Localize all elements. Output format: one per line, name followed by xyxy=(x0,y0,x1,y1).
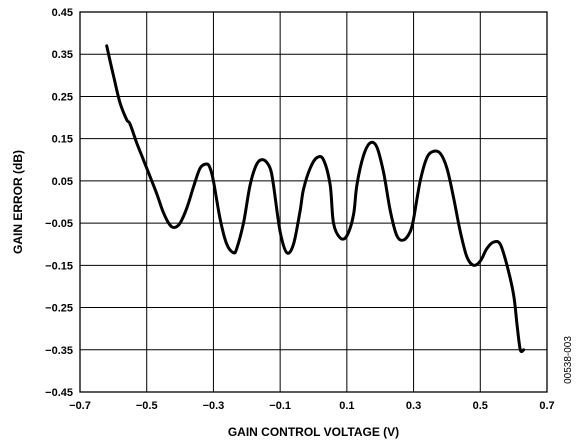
x-tick-label: 0.3 xyxy=(406,400,421,412)
x-axis-label: GAIN CONTROL VOLTAGE (V) xyxy=(228,425,399,439)
series-layer xyxy=(105,44,526,354)
x-tick-label: −0.1 xyxy=(269,400,291,412)
y-tick-labels: 0.45 0.35 0.25 0.15 0.05 −0.05 −0.15 −0.25 −0.35… xyxy=(45,7,73,399)
figure-code-label: 00538-003 xyxy=(563,336,574,384)
series-line-0 xyxy=(105,44,526,354)
x-tick-label: −0.3 xyxy=(203,400,225,412)
y-tick-label: 0.25 xyxy=(52,91,73,103)
y-tick-label: −0.35 xyxy=(45,345,73,357)
x-tick-label: −0.5 xyxy=(136,400,158,412)
x-tick-label: 0.1 xyxy=(339,400,354,412)
x-tick-label: 0.5 xyxy=(473,400,488,412)
y-tick-label: −0.05 xyxy=(45,218,73,230)
y-tick-label: −0.25 xyxy=(45,303,73,315)
y-tick-label: 0.45 xyxy=(52,7,73,19)
y-tick-label: −0.15 xyxy=(45,260,73,272)
x-tick-label: 0.7 xyxy=(539,400,554,412)
y-tick-label: 0.35 xyxy=(52,49,73,61)
y-tick-label: −0.45 xyxy=(45,387,73,399)
x-tick-labels: −0.7 −0.5 −0.3 −0.1 0.1 0.3 0.5 0.7 xyxy=(69,400,555,412)
grid xyxy=(79,11,548,393)
x-tick-label: −0.7 xyxy=(69,400,91,412)
y-tick-label: 0.05 xyxy=(52,176,73,188)
y-axis-label: GAIN ERROR (dB) xyxy=(11,150,25,254)
plot-frame xyxy=(79,11,548,393)
y-tick-label: 0.15 xyxy=(52,134,73,146)
